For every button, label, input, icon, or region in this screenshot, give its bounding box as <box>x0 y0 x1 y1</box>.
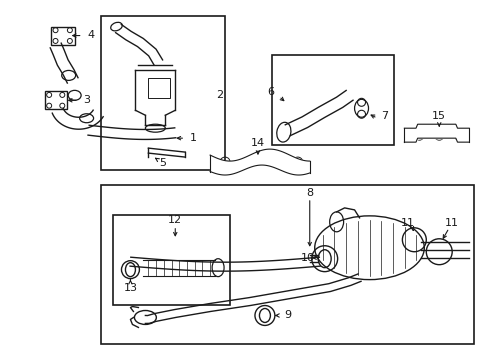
Text: 11: 11 <box>444 218 458 228</box>
Text: 12: 12 <box>168 215 182 225</box>
Text: 14: 14 <box>250 138 264 148</box>
Text: 2: 2 <box>216 90 223 100</box>
Bar <box>101 15 224 170</box>
Text: 4: 4 <box>87 30 94 40</box>
Bar <box>112 215 229 305</box>
Text: 10: 10 <box>300 253 314 263</box>
Text: 11: 11 <box>400 218 413 228</box>
Text: 7: 7 <box>380 111 387 121</box>
Bar <box>45 91 66 109</box>
Bar <box>271 55 394 145</box>
Bar <box>101 185 473 345</box>
Text: 9: 9 <box>284 310 291 320</box>
Text: 3: 3 <box>83 95 90 105</box>
Bar <box>51 27 75 45</box>
Bar <box>148 78 170 98</box>
Text: 1: 1 <box>189 133 196 143</box>
Text: 8: 8 <box>305 188 313 198</box>
Text: 13: 13 <box>123 283 137 293</box>
Text: 5: 5 <box>159 158 165 168</box>
Text: 6: 6 <box>267 87 274 97</box>
Text: 15: 15 <box>431 111 446 121</box>
